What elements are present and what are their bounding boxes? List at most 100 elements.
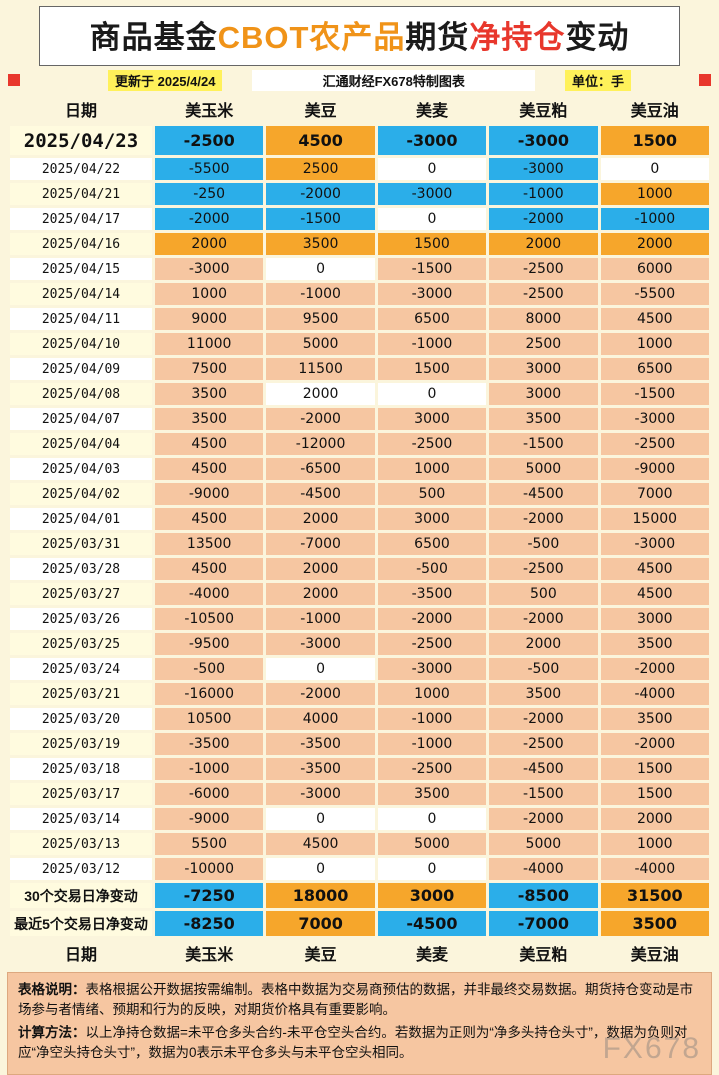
- value-cell: -10000: [155, 858, 264, 880]
- value-cell: 4500: [155, 508, 264, 530]
- value-cell: 5000: [266, 333, 375, 355]
- value-cell: -3500: [266, 758, 375, 780]
- value-cell: 0: [377, 208, 487, 230]
- summary-value-cell: -7250: [155, 883, 264, 908]
- value-cell: -2500: [377, 758, 487, 780]
- value-cell: -4000: [489, 858, 598, 880]
- value-cell: 500: [377, 483, 487, 505]
- table-description: 表格说明：表格根据公开数据按需编制。表格中数据为交易商预估的数据，并非最终交易数…: [18, 980, 701, 1021]
- value-cell: -2000: [489, 608, 598, 630]
- value-cell: -2000: [266, 183, 375, 205]
- date-cell: 2025/03/14: [10, 808, 152, 830]
- date-cell: 2025/04/11: [10, 308, 152, 330]
- value-cell: -2000: [600, 658, 709, 680]
- value-cell: 11000: [155, 333, 264, 355]
- date-cell: 2025/03/25: [10, 633, 152, 655]
- value-cell: -2500: [600, 433, 709, 455]
- value-cell: -250: [155, 183, 264, 205]
- value-cell: -1000: [377, 708, 487, 730]
- value-cell: 4500: [155, 558, 264, 580]
- value-cell: -3000: [600, 533, 709, 555]
- positions-table: 日期 美玉米 美豆 美麦 美豆粕 美豆油 2025/04/23 -2500 4500…: [7, 94, 712, 969]
- value-cell: 2000: [600, 808, 709, 830]
- table-body: 2025/04/23 -2500 4500 -3000 -3000 1500 2025/04…: [10, 126, 709, 936]
- value-cell: -4500: [489, 483, 598, 505]
- value-cell: 3500: [155, 383, 264, 405]
- summary-value-cell: 3500: [600, 911, 709, 936]
- value-cell: -1500: [489, 433, 598, 455]
- value-cell: 2000: [266, 508, 375, 530]
- summary-label: 30个交易日净变动: [10, 883, 152, 908]
- value-cell: -2000: [489, 208, 598, 230]
- date-cell: 2025/03/21: [10, 683, 152, 705]
- value-cell: 0: [266, 658, 375, 680]
- table-footer-header: 日期 美玉米 美豆 美麦 美豆粕 美豆油: [10, 939, 709, 966]
- updated-date: 更新于 2025/4/24: [108, 69, 223, 91]
- value-cell: -1000: [266, 608, 375, 630]
- value-cell: 1500: [600, 126, 709, 155]
- summary-value-cell: -8250: [155, 911, 264, 936]
- value-cell: 0: [600, 158, 709, 180]
- title-segment: 变动: [565, 20, 630, 55]
- value-cell: -3000: [489, 126, 598, 155]
- value-cell: -1500: [489, 783, 598, 805]
- value-cell: 4500: [155, 458, 264, 480]
- value-cell: -1500: [600, 383, 709, 405]
- date-cell: 2025/03/27: [10, 583, 152, 605]
- date-cell: 2025/03/24: [10, 658, 152, 680]
- value-cell: 3000: [489, 383, 598, 405]
- date-cell: 2025/04/09: [10, 358, 152, 380]
- col-footer-soymeal: 美豆粕: [519, 947, 568, 964]
- value-cell: -16000: [155, 683, 264, 705]
- value-cell: 11500: [266, 358, 375, 380]
- value-cell: 8000: [489, 308, 598, 330]
- value-cell: -2500: [377, 633, 487, 655]
- value-cell: 5500: [155, 833, 264, 855]
- value-cell: -1000: [489, 183, 598, 205]
- value-cell: -4500: [489, 758, 598, 780]
- calculation-method-label: 计算方法：: [18, 1024, 86, 1040]
- date-cell: 2025/04/08: [10, 383, 152, 405]
- value-cell: 3500: [377, 783, 487, 805]
- value-cell: 3500: [155, 408, 264, 430]
- value-cell: -2500: [489, 733, 598, 755]
- value-cell: 1500: [377, 233, 487, 255]
- unit-label: 单位：手: [564, 69, 631, 91]
- value-cell: 7000: [600, 483, 709, 505]
- value-cell: -1500: [377, 258, 487, 280]
- value-cell: 4500: [266, 126, 375, 155]
- value-cell: 1500: [600, 783, 709, 805]
- value-cell: 4500: [600, 558, 709, 580]
- value-cell: -2000: [377, 608, 487, 630]
- value-cell: 3500: [600, 708, 709, 730]
- col-header-soyoil: 美豆油: [630, 103, 679, 120]
- title-segment: 商品基金: [89, 20, 218, 55]
- value-cell: -4000: [600, 683, 709, 705]
- value-cell: 7500: [155, 358, 264, 380]
- value-cell: -3500: [377, 583, 487, 605]
- value-cell: 9000: [155, 308, 264, 330]
- col-footer-soybean: 美豆: [304, 947, 337, 964]
- value-cell: -6000: [155, 783, 264, 805]
- value-cell: 4500: [266, 833, 375, 855]
- value-cell: -6500: [266, 458, 375, 480]
- title-segment: 净持仓: [469, 20, 566, 55]
- col-header-wheat: 美麦: [415, 103, 448, 120]
- value-cell: 2500: [489, 333, 598, 355]
- date-cell: 2025/04/14: [10, 283, 152, 305]
- value-cell: 0: [266, 258, 375, 280]
- value-cell: -9000: [155, 808, 264, 830]
- red-square-left-icon: [8, 74, 20, 86]
- value-cell: -4000: [155, 583, 264, 605]
- date-cell: 2025/04/07: [10, 408, 152, 430]
- value-cell: -2000: [489, 808, 598, 830]
- page-title: 商品基金CBOT农产品期货净持仓变动: [39, 6, 680, 66]
- value-cell: -1000: [266, 283, 375, 305]
- date-cell: 2025/04/02: [10, 483, 152, 505]
- value-cell: 3500: [266, 233, 375, 255]
- date-cell: 2025/03/17: [10, 783, 152, 805]
- value-cell: -500: [377, 558, 487, 580]
- value-cell: 2000: [489, 233, 598, 255]
- value-cell: 2000: [489, 633, 598, 655]
- summary-value-cell: 18000: [266, 883, 375, 908]
